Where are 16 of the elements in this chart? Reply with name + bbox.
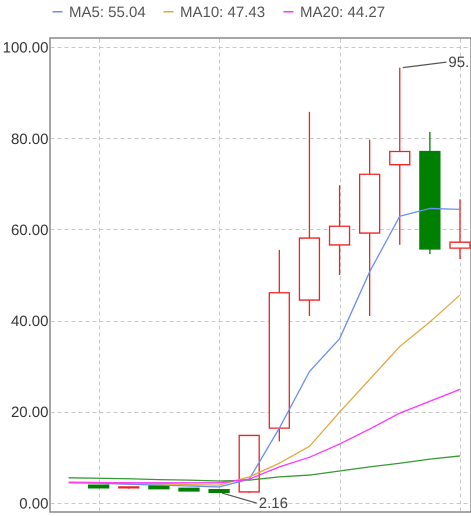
y-tick-label: 60.00 — [10, 222, 48, 239]
y-tick-label: 80.00 — [10, 130, 48, 148]
y-tick-label: 0.00 — [19, 495, 48, 512]
candlestick — [328, 184, 350, 276]
y-tick-label: 20.00 — [10, 404, 48, 422]
line-series — [68, 388, 461, 484]
y-tick-label: 40.00 — [10, 313, 48, 330]
y-tick-label: 100.00 — [2, 40, 48, 57]
annotation: 95. — [448, 54, 470, 72]
legend-label: MA5: 55.04 — [69, 4, 146, 21]
legend-label: MA20: 44.27 — [300, 4, 386, 21]
line-series — [68, 455, 461, 482]
line-series — [68, 294, 461, 486]
annotation: 2.16 — [258, 495, 288, 512]
candlestick — [389, 66, 410, 246]
legend-label: MA10: 47.43 — [180, 4, 266, 21]
